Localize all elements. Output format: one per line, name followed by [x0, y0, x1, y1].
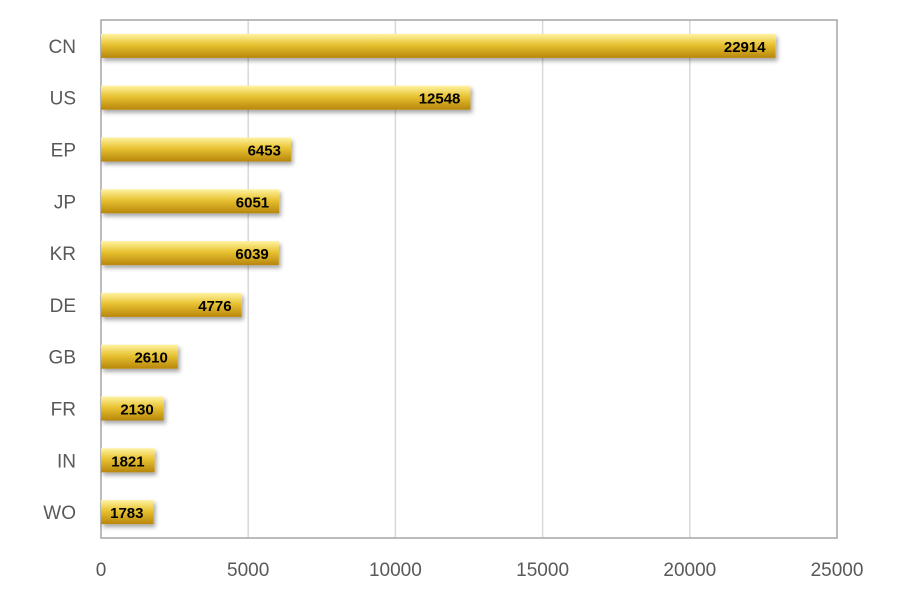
category-label: JP [54, 192, 76, 213]
category-label: KR [50, 244, 76, 265]
bars [101, 33, 776, 525]
category-label: GB [49, 348, 76, 369]
category-label: CN [49, 37, 76, 58]
category-label: EP [51, 141, 76, 162]
category-label: US [50, 89, 76, 110]
value-axis-tick-labels: 0 5000 10000 15000 20000 25000 [96, 560, 864, 581]
data-label: 22914 [724, 39, 766, 56]
category-label: FR [51, 400, 76, 421]
bar-in [101, 448, 155, 473]
plot-area-border [100, 19, 838, 539]
bar-fr [101, 396, 164, 421]
bar-us [101, 85, 471, 110]
category-label: WO [43, 503, 76, 524]
bar-gb [101, 344, 178, 369]
category-label: IN [57, 451, 76, 472]
x-tick-label: 5000 [227, 560, 269, 581]
category-axis-labels: CN US EP JP KR DE GB FR IN WO [43, 37, 76, 524]
data-label: 2130 [120, 402, 153, 419]
bar-kr [101, 241, 279, 266]
x-tick-label: 25000 [811, 560, 864, 581]
data-label: 1821 [111, 453, 144, 470]
category-label: DE [50, 296, 76, 317]
data-label: 1783 [110, 505, 143, 522]
data-label: 2610 [134, 350, 167, 367]
data-labels: 22914 12548 6453 6051 6039 4776 2610 2130 1821 17… [110, 39, 766, 522]
bar-ep [101, 137, 291, 162]
x-tick-label: 0 [96, 560, 107, 581]
bar-jp [101, 189, 280, 214]
data-label: 4776 [198, 298, 231, 315]
x-tick-label: 10000 [369, 560, 422, 581]
data-label: 6051 [236, 194, 269, 211]
data-label: 12548 [419, 91, 461, 108]
data-label: 6039 [235, 246, 268, 263]
data-label: 6453 [248, 143, 281, 160]
x-tick-label: 20000 [663, 560, 716, 581]
bar-cn [101, 33, 776, 58]
bar-de [101, 292, 242, 317]
x-tick-label: 15000 [516, 560, 569, 581]
bar-wo [101, 500, 154, 525]
